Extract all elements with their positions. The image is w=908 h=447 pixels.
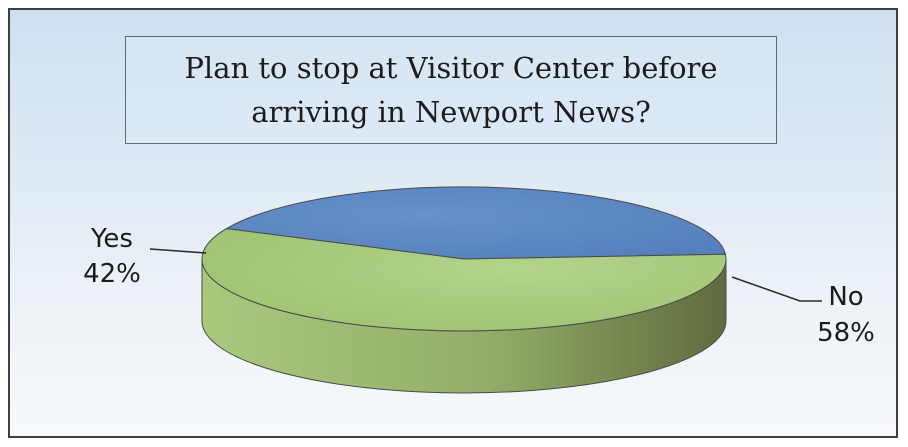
chart-title: Plan to stop at Visitor Center before ar… (184, 51, 718, 129)
slice-label-no: No (828, 282, 863, 312)
pie-labels-group: Yes 42% No 58% (83, 224, 875, 348)
pie-slice-no (201, 228, 727, 332)
slice-value-yes: 42% (83, 259, 141, 289)
pie-leader-lines (149, 248, 822, 302)
pie-top-group (201, 186, 727, 332)
pie-slice-yes (225, 186, 727, 260)
leader-line-no (731, 276, 822, 302)
chart-title-box: Plan to stop at Visitor Center before ar… (125, 36, 777, 144)
chart-frame: Plan to stop at Visitor Center before ar… (8, 8, 898, 438)
slice-label-yes: Yes (90, 224, 133, 254)
leader-line-yes (149, 248, 207, 254)
pie-chart: Yes 42% No 58% (83, 186, 875, 394)
slice-value-no: 58% (817, 318, 875, 348)
